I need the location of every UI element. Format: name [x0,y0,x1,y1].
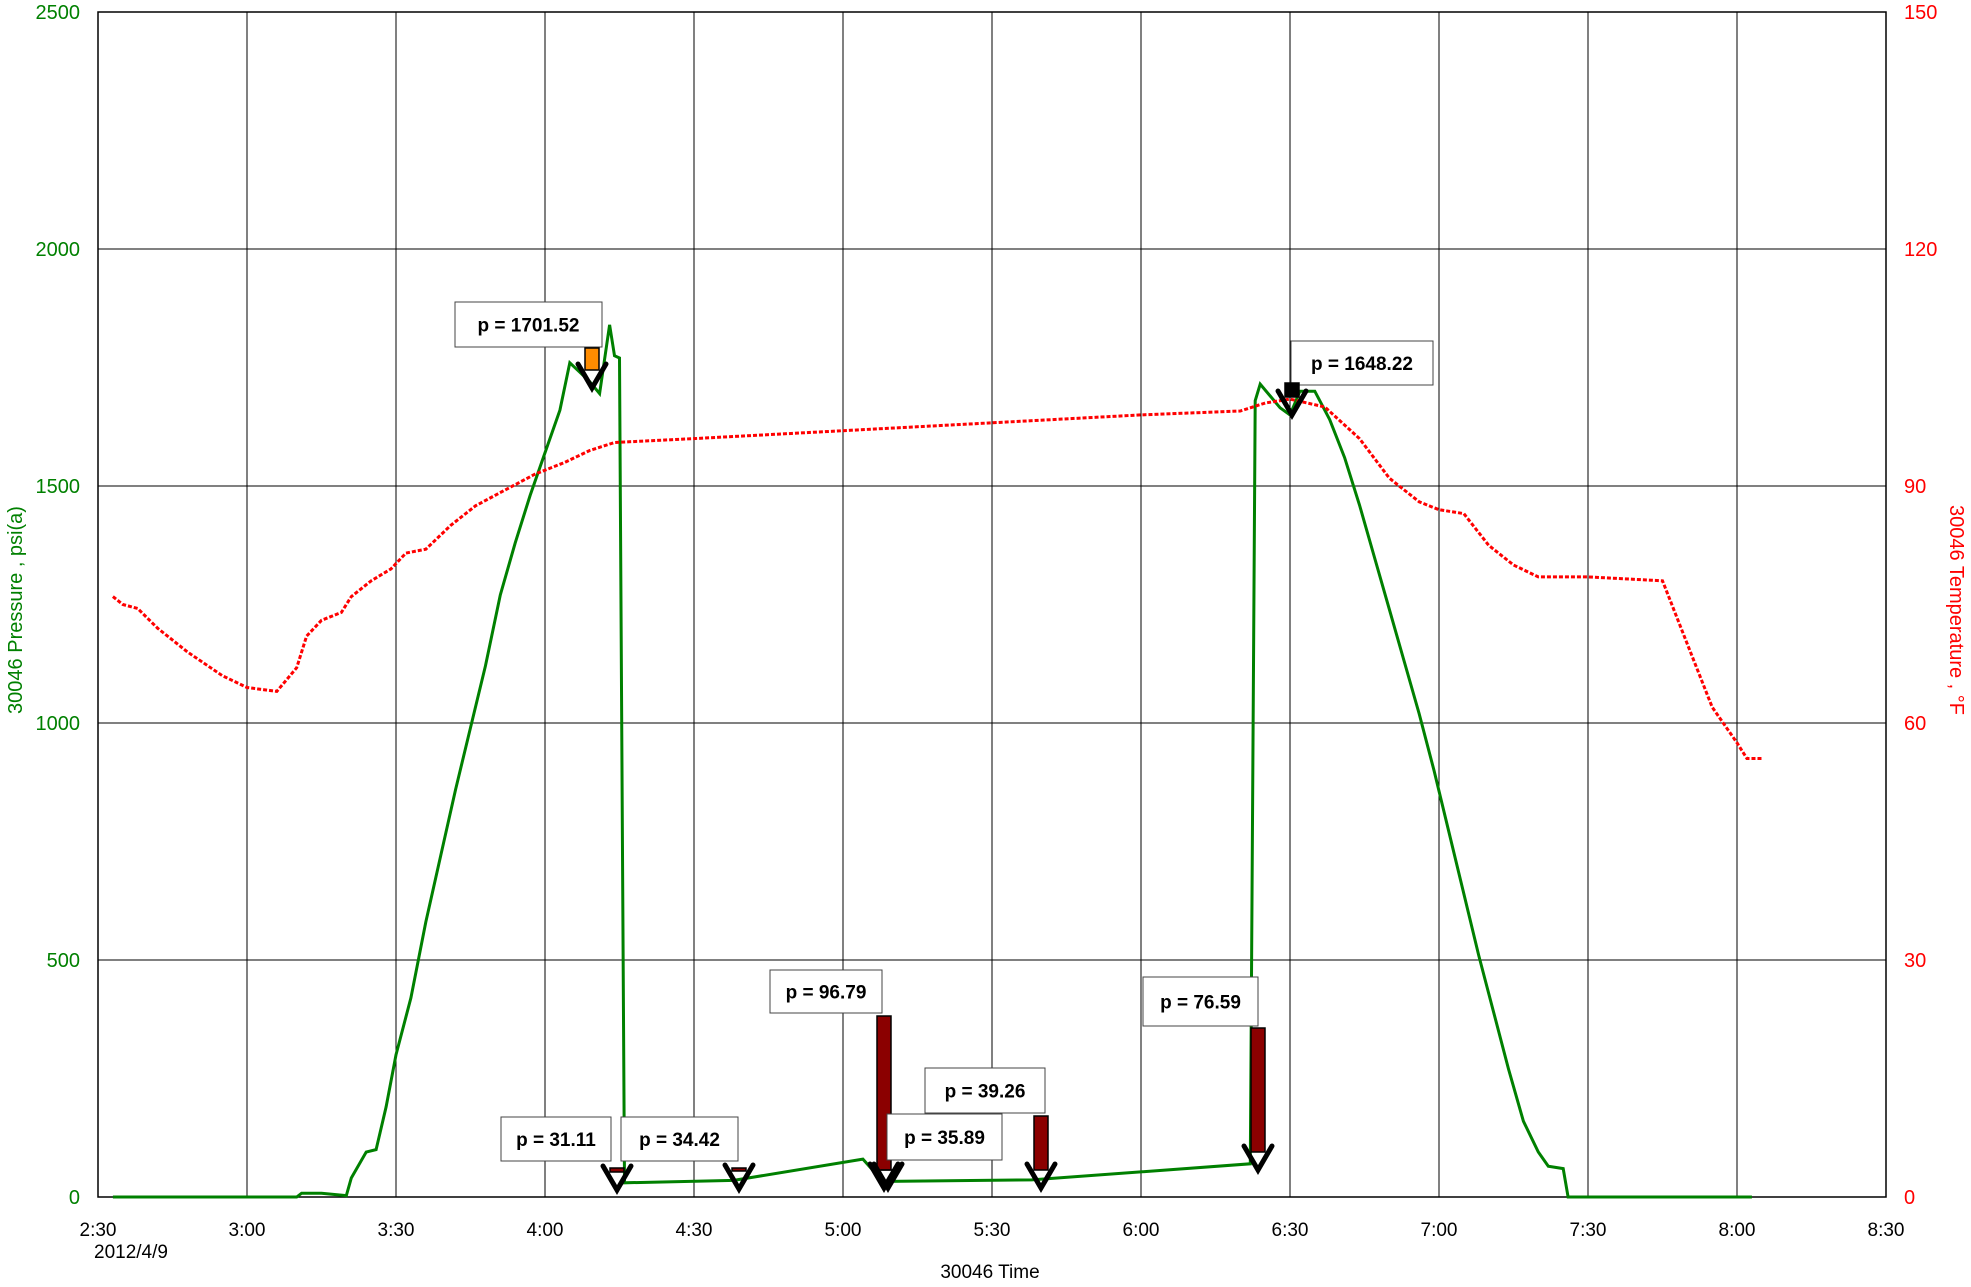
y-tick-label-left: 2000 [36,239,81,261]
annotation-label: p = 31.11 [516,1130,596,1151]
annotation-label: p = 96.79 [786,983,867,1004]
y-tick-label-right: 120 [1904,239,1937,261]
annotation-arrow-head [1241,1143,1275,1175]
y-tick-label-left: 500 [47,950,80,972]
annotation-arrow-shaft [609,1167,625,1173]
series-layer [111,324,1762,1199]
x-tick-label: 2:30 [80,1220,117,1241]
pressure-annotation: p = 31.11 [500,1116,634,1195]
x-tick-label: 6:30 [1272,1220,1309,1241]
x-tick-label: 6:00 [1123,1220,1160,1241]
annotation-arrow-head [867,1161,901,1193]
annotation-label: p = 1648.22 [1311,354,1413,375]
annotation-box [620,1116,739,1162]
y-tick-label-left: 1000 [36,713,81,735]
annotation-box [1290,340,1434,386]
annotation-arrow-shaft [1284,382,1300,398]
x-axis-title: 30046 Time [940,1262,1039,1282]
y-tick-label-left: 1500 [36,476,81,498]
annotation-arrow-shaft [584,347,600,371]
y-tick-label-right: 30 [1904,950,1926,972]
x-tick-label: 4:30 [676,1220,713,1241]
annotation-label: p = 1701.52 [478,316,580,337]
pressure-annotation: p = 76.59 [1142,976,1275,1175]
x-tick-label: 3:00 [229,1220,266,1241]
annotation-arrow-shaft [1033,1115,1049,1171]
x-tick-label: 5:30 [974,1220,1011,1241]
annotation-arrow-head [600,1163,634,1195]
annotation-arrow-shaft [731,1167,747,1172]
annotation-box [454,301,603,348]
annotation-box [924,1067,1046,1114]
x-tick-label: 4:00 [527,1220,564,1241]
annotation-arrow-head [1275,388,1309,420]
x-date-label: 2012/4/9 [94,1242,168,1263]
annotation-arrow-head [575,361,609,393]
y-axis-title-left: 30046 Pressure , psi(a) [5,506,27,714]
y-tick-label-right: 90 [1904,476,1926,498]
pressure-annotation: p = 96.79 [769,969,901,1193]
annotation-arrow-head [722,1162,756,1194]
annotation-arrow-head [871,1161,905,1193]
y-tick-label-left: 2500 [36,2,81,24]
y-tick-label-left: 0 [69,1187,80,1209]
pressure-annotation: p = 1701.52 [454,301,609,393]
annotation-box [1142,976,1259,1027]
annotation-arrow-head [1024,1161,1058,1193]
x-tick-label: 8:30 [1868,1220,1905,1241]
annotation-arrow-shaft [1250,1027,1266,1153]
pressure-annotation: p = 1648.22 [1275,340,1434,420]
y-tick-label-right: 60 [1904,713,1926,735]
y-tick-label-right: 150 [1904,2,1937,24]
annotation-box [769,969,883,1014]
x-tick-label: 7:00 [1421,1220,1458,1241]
annotation-label: p = 35.89 [904,1128,985,1149]
x-tick-label: 8:00 [1719,1220,1756,1241]
pressure-annotation: p = 39.26 [924,1067,1058,1193]
pressure-annotation: p = 35.89 [871,1113,1003,1193]
annotation-box [886,1113,1003,1161]
annotation-label: p = 39.26 [945,1082,1026,1103]
x-tick-label: 3:30 [378,1220,415,1241]
pressure-line [112,324,1752,1199]
x-tick-label: 7:30 [1570,1220,1607,1241]
annotation-layer: p = 1701.52 p = 1648.22 p = 31.11 p = 34.42… [454,301,1434,1195]
x-tick-label: 5:00 [825,1220,862,1241]
annotation-label: p = 34.42 [639,1130,720,1151]
tick-layer: 2:30 3:00 3:30 4:00 4:30 5:00 5:30 6:00 6:30 7:00… [36,2,1938,1241]
plot-area-frame [97,11,1887,1198]
annotation-box [500,1116,612,1162]
grid-layer [98,12,1886,1197]
temperature-line [111,397,1762,760]
annotation-label: p = 76.59 [1160,993,1241,1014]
y-axis-title-right: 30046 Temperature , °F [1945,505,1967,715]
pressure-annotation: p = 34.42 [620,1116,756,1194]
y-tick-label-right: 0 [1904,1187,1915,1209]
